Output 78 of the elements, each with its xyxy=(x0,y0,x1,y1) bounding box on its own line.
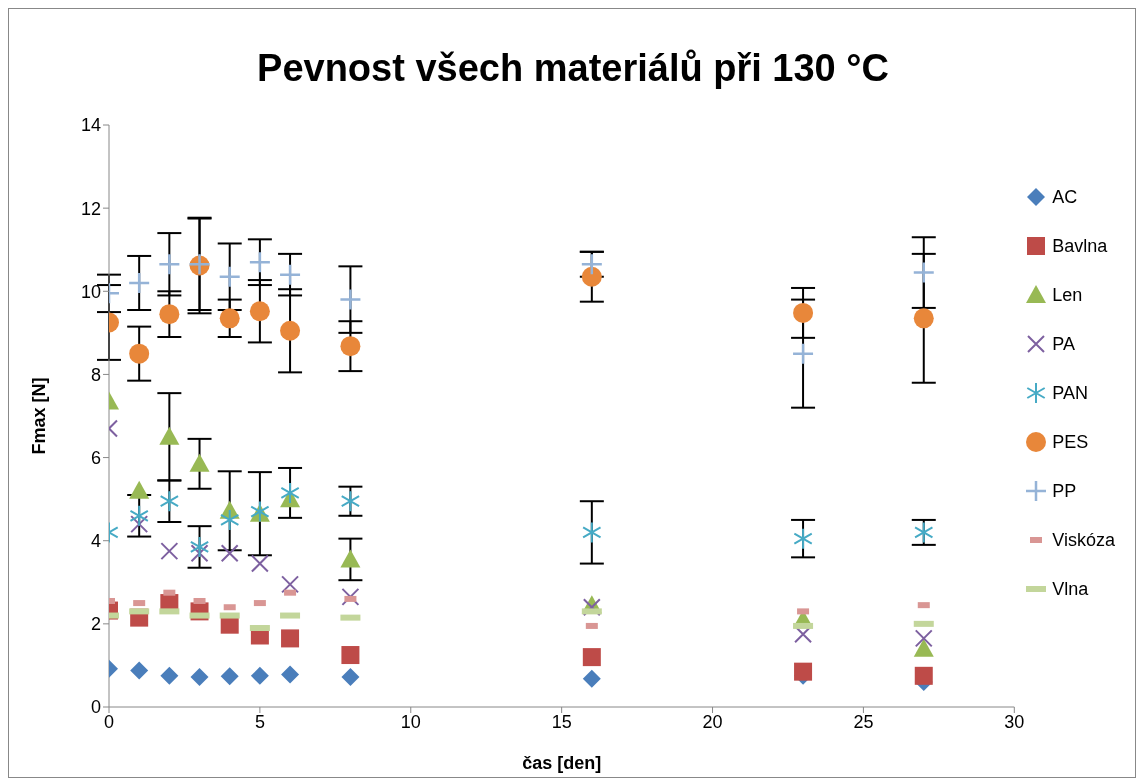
point xyxy=(281,665,300,684)
point xyxy=(160,666,179,685)
point xyxy=(159,490,180,513)
legend-label: PA xyxy=(1052,333,1075,355)
x-tick-label: 0 xyxy=(103,711,115,732)
y-tick-label: 12 xyxy=(80,198,101,219)
y-tick-label: 14 xyxy=(80,115,101,136)
x-tick-label: 15 xyxy=(551,711,572,732)
legend-label: Vlna xyxy=(1052,578,1089,600)
point xyxy=(248,250,272,274)
y-tick-label: 4 xyxy=(90,531,101,552)
point xyxy=(280,320,301,341)
point xyxy=(249,301,270,322)
point xyxy=(278,263,302,286)
point xyxy=(913,638,934,657)
point xyxy=(341,587,360,606)
point xyxy=(130,661,149,680)
legend-label: Len xyxy=(1052,284,1083,306)
point xyxy=(913,308,934,329)
point xyxy=(340,336,361,357)
point xyxy=(220,544,239,563)
legend-label: PES xyxy=(1052,431,1089,453)
x-tick-label: 10 xyxy=(400,711,421,732)
point xyxy=(914,666,933,685)
point xyxy=(339,288,362,311)
point xyxy=(581,266,602,287)
y-tick-label: 10 xyxy=(80,281,101,302)
point xyxy=(189,535,210,558)
legend-label: Bavlna xyxy=(1052,235,1108,257)
point xyxy=(281,629,300,648)
point xyxy=(220,508,240,531)
point xyxy=(582,521,602,544)
y-tick-label: 8 xyxy=(90,364,101,385)
point xyxy=(190,668,209,687)
legend-label: Viskóza xyxy=(1052,529,1115,551)
point xyxy=(582,669,601,688)
y-axis-title: Fmax [N] xyxy=(29,377,50,455)
point xyxy=(129,343,150,364)
chart-title: Pevnost všech materiálů při 130 °C xyxy=(256,47,890,90)
legend-label: PAN xyxy=(1052,382,1088,404)
x-tick-label: 25 xyxy=(853,711,874,732)
point xyxy=(340,490,361,513)
point xyxy=(912,261,936,284)
point xyxy=(220,667,239,686)
point xyxy=(190,544,209,563)
point xyxy=(794,662,813,681)
point xyxy=(793,302,814,323)
y-tick-label: 6 xyxy=(90,447,101,468)
point xyxy=(341,668,360,687)
point xyxy=(189,453,210,472)
legend-label: AC xyxy=(1052,186,1078,208)
point xyxy=(218,265,241,288)
point xyxy=(250,666,269,685)
x-tick-label: 30 xyxy=(1004,711,1025,732)
x-tick-label: 20 xyxy=(702,711,723,732)
point xyxy=(793,527,813,550)
point xyxy=(340,549,361,568)
point xyxy=(250,554,269,573)
x-axis-title: čas [den] xyxy=(522,753,602,773)
point xyxy=(914,629,933,648)
point xyxy=(341,646,360,665)
point xyxy=(159,426,180,445)
y-tick-label: 2 xyxy=(90,614,101,635)
y-tick-label: 0 xyxy=(90,697,101,718)
point xyxy=(129,504,149,527)
point xyxy=(219,308,240,329)
legend-label: PP xyxy=(1052,480,1077,502)
point xyxy=(281,575,300,594)
point xyxy=(160,542,179,561)
point xyxy=(791,342,815,365)
point xyxy=(129,480,150,499)
point xyxy=(582,648,601,667)
point xyxy=(130,515,149,534)
point xyxy=(158,253,181,276)
point xyxy=(159,304,180,325)
point xyxy=(280,481,300,504)
x-tick-label: 5 xyxy=(254,711,265,732)
point xyxy=(127,271,151,295)
